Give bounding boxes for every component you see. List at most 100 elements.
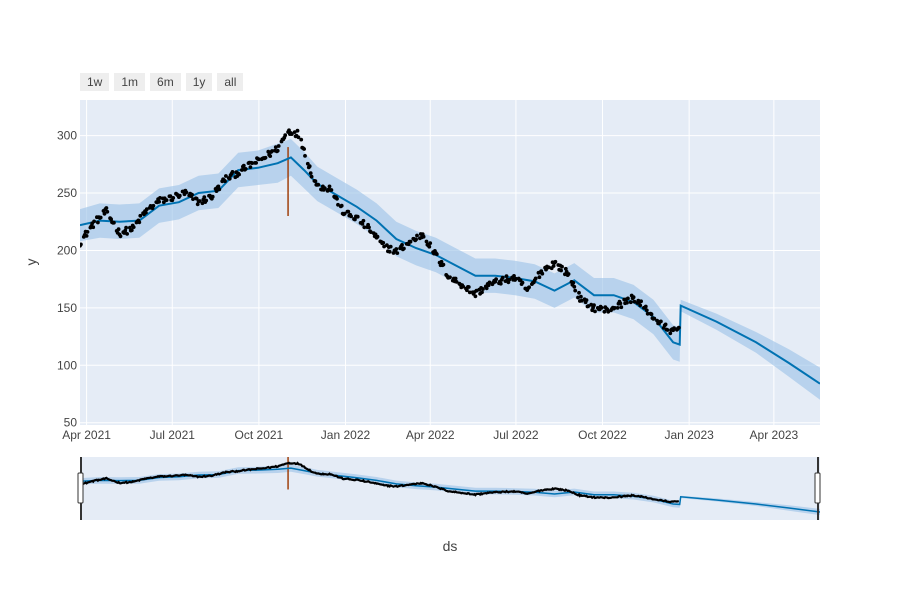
observed-points xyxy=(80,128,681,336)
observed-point xyxy=(387,249,392,254)
observed-point xyxy=(381,240,386,245)
observed-point xyxy=(652,316,657,321)
observed-point xyxy=(599,305,604,310)
observed-point xyxy=(289,132,294,137)
observed-point xyxy=(484,286,489,291)
observed-point xyxy=(576,295,580,300)
observed-point xyxy=(112,220,116,225)
observed-point xyxy=(625,300,629,305)
observed-point xyxy=(202,195,207,200)
observed-point xyxy=(266,149,271,154)
observed-point xyxy=(216,184,221,189)
observed-point xyxy=(223,179,227,184)
uncertainty-band xyxy=(80,139,820,400)
range-slider-left-handle[interactable] xyxy=(77,472,84,504)
observed-point xyxy=(672,326,676,330)
observed-point xyxy=(237,172,242,177)
observed-point xyxy=(241,163,246,168)
observed-point xyxy=(639,299,643,304)
observed-point xyxy=(559,268,563,273)
observed-point xyxy=(307,164,312,169)
observed-point xyxy=(327,184,332,189)
observed-point xyxy=(84,234,89,238)
x-tick-label: Jan 2022 xyxy=(321,428,371,442)
observed-point xyxy=(461,284,466,289)
observed-point xyxy=(553,259,558,264)
range-button-6m[interactable]: 6m xyxy=(150,73,181,91)
observed-point xyxy=(85,230,90,234)
y-tick-label: 150 xyxy=(57,301,77,315)
observed-point xyxy=(434,252,439,256)
observed-point xyxy=(339,203,344,208)
observed-point xyxy=(217,187,222,192)
observed-point xyxy=(104,206,109,210)
x-tick-label: Apr 2023 xyxy=(750,428,799,442)
observed-point xyxy=(98,215,103,220)
observed-point xyxy=(268,154,273,159)
x-tick-label: Jan 2023 xyxy=(664,428,714,442)
range-button-1w[interactable]: 1w xyxy=(80,73,110,91)
observed-point xyxy=(402,246,406,251)
observed-point xyxy=(177,193,182,198)
observed-point xyxy=(579,294,583,299)
observed-point xyxy=(144,207,149,212)
range-slider[interactable] xyxy=(77,456,821,520)
observed-point xyxy=(276,144,281,148)
observed-point xyxy=(125,232,129,236)
x-tick-label: Apr 2021 xyxy=(62,428,111,442)
observed-point xyxy=(507,277,512,282)
observed-point xyxy=(275,148,280,153)
observed-point xyxy=(296,135,301,140)
observed-point xyxy=(540,271,545,276)
observed-point xyxy=(593,309,597,314)
observed-point xyxy=(92,219,96,224)
observed-point xyxy=(551,264,556,268)
observed-point xyxy=(283,133,288,138)
observed-point xyxy=(292,130,297,135)
observed-point xyxy=(480,290,484,295)
observed-point xyxy=(520,280,525,285)
observed-point xyxy=(415,233,419,238)
range-slider-right-handle[interactable] xyxy=(814,472,821,504)
range-button-1m[interactable]: 1m xyxy=(114,73,146,91)
observed-point xyxy=(668,331,673,336)
observed-point xyxy=(676,325,681,330)
observed-point xyxy=(137,220,142,225)
observed-point xyxy=(612,306,617,310)
observed-point xyxy=(400,243,404,247)
x-axis: Apr 2021 Jul 2021 Oct 2021 Jan 2022 Apr 2022… xyxy=(62,428,798,442)
observed-point xyxy=(494,277,498,282)
observed-point xyxy=(243,167,248,171)
observed-point xyxy=(227,176,232,181)
observed-point xyxy=(124,225,128,230)
observed-point xyxy=(118,234,123,239)
observed-point xyxy=(453,276,458,281)
range-button-1y[interactable]: 1y xyxy=(185,73,213,91)
observed-point xyxy=(388,244,393,249)
y-tick-label: 300 xyxy=(57,129,77,143)
observed-point xyxy=(316,182,321,187)
observed-point xyxy=(659,319,663,324)
observed-point xyxy=(194,196,199,201)
observed-point xyxy=(512,274,516,278)
observed-point xyxy=(441,262,446,267)
observed-point xyxy=(105,209,110,214)
observed-point xyxy=(571,280,576,285)
x-axis-title: ds xyxy=(443,538,458,554)
x-tick-label: Oct 2022 xyxy=(578,428,627,442)
observed-point xyxy=(533,276,538,281)
x-tick-label: Jul 2021 xyxy=(150,428,196,442)
observed-point xyxy=(362,225,367,230)
observed-point xyxy=(353,217,357,222)
observed-point xyxy=(439,259,444,264)
observed-point xyxy=(250,161,255,166)
observed-point xyxy=(144,210,148,215)
range-button-all[interactable]: all xyxy=(217,73,244,91)
observed-point xyxy=(626,296,630,301)
observed-point xyxy=(151,203,156,208)
observed-point xyxy=(573,288,578,293)
observed-point xyxy=(158,196,162,200)
plot-area xyxy=(80,128,820,400)
observed-point xyxy=(487,280,492,285)
